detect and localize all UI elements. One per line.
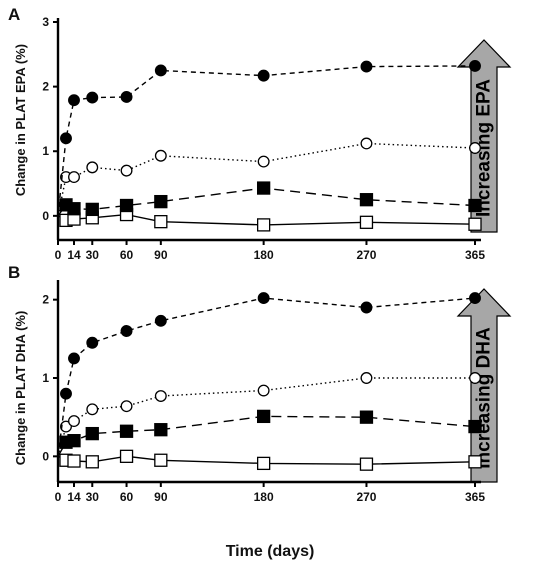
data-point-filled-circle: [86, 336, 99, 349]
data-point-open-circle: [257, 384, 270, 397]
panel-a: A Change in PLAT EPA (%) Increasing EPA …: [8, 5, 512, 262]
y-tick-label: 2: [42, 293, 49, 307]
data-point-open-circle: [86, 403, 99, 416]
data-point-filled-circle: [120, 91, 133, 103]
y-tick-label: 2: [42, 80, 49, 94]
data-point-open-square: [256, 456, 271, 471]
y-axis-label-b: Change in PLAT DHA (%): [13, 311, 28, 466]
data-point-filled-square: [85, 202, 99, 217]
data-point-filled-square: [67, 202, 81, 216]
x-tick-label: 14: [67, 248, 81, 262]
data-point-open-circle: [469, 142, 481, 154]
data-point-filled-circle: [360, 301, 373, 314]
y-tick-label: 1: [42, 371, 49, 385]
data-point-filled-square: [154, 194, 168, 209]
data-point-open-circle: [68, 171, 80, 184]
data-point-open-circle: [360, 137, 373, 150]
y-tick-label: 3: [42, 15, 49, 29]
y-tick-label: 1: [42, 144, 49, 158]
data-point-filled-square: [119, 424, 134, 438]
data-point-filled-square: [256, 409, 271, 424]
data-point-filled-circle: [257, 292, 270, 305]
data-point-open-circle: [257, 155, 270, 168]
data-point-open-square: [359, 457, 374, 471]
data-point-filled-circle: [68, 352, 80, 365]
data-point-open-circle: [154, 390, 167, 402]
data-point-filled-square: [256, 181, 271, 195]
data-point-open-square: [119, 449, 134, 463]
data-point-open-square: [468, 455, 482, 469]
plot-area-b: 0 1 2 0 14 30 60 90 180 270 365: [42, 280, 485, 504]
x-axis-title: Time (days): [226, 543, 315, 560]
data-point-filled-circle: [469, 292, 481, 305]
data-point-filled-circle: [154, 314, 167, 327]
data-point-open-square: [85, 455, 99, 469]
arrow-label-b: Increasing DHA: [474, 327, 495, 469]
x-tick-label: 30: [86, 490, 100, 504]
data-point-filled-circle: [86, 91, 99, 104]
arrow-label-a: Increasing EPA: [474, 79, 495, 217]
data-point-filled-circle: [257, 69, 270, 82]
series-line-filled-circle: [57, 65, 476, 216]
data-point-filled-circle: [68, 94, 80, 107]
data-point-open-circle: [469, 372, 481, 384]
data-point-filled-square: [359, 193, 374, 207]
data-point-filled-circle: [120, 325, 133, 337]
x-tick-label: 90: [154, 248, 168, 262]
arrow-shape-b: [456, 288, 512, 483]
data-point-filled-circle: [469, 59, 481, 72]
x-tick-label: 365: [465, 490, 485, 504]
data-point-open-square: [154, 453, 168, 467]
data-point-filled-square: [468, 198, 482, 213]
trend-arrow-a: Increasing EPA: [456, 39, 512, 233]
data-point-open-circle: [68, 415, 80, 428]
x-tick-label: 60: [120, 490, 134, 504]
data-point-filled-square: [468, 419, 482, 434]
x-tick-label: 0: [55, 490, 62, 504]
y-tick-label: 0: [42, 449, 49, 463]
data-point-filled-circle: [60, 132, 72, 145]
data-point-filled-circle: [360, 60, 373, 73]
data-point-open-circle: [154, 149, 167, 162]
x-tick-label: 180: [254, 490, 274, 504]
panel-label-b: B: [8, 263, 20, 282]
x-tick-label: 365: [465, 248, 485, 262]
data-point-open-circle: [120, 400, 133, 413]
data-point-open-square: [359, 215, 374, 229]
data-point-open-square: [154, 215, 168, 229]
data-point-filled-square: [67, 434, 81, 448]
panel-label-a: A: [8, 5, 20, 24]
x-tick-label: 0: [55, 248, 62, 262]
x-tick-label: 270: [356, 248, 376, 262]
trend-arrow-b: Increasing DHA: [456, 288, 512, 483]
data-point-open-square: [256, 218, 271, 232]
panel-b: B Change in PLAT DHA (%) Increasing DHA …: [8, 263, 512, 504]
data-point-filled-circle: [60, 387, 72, 400]
data-point-filled-square: [85, 426, 99, 441]
y-axis-label-a: Change in PLAT EPA (%): [13, 44, 28, 196]
data-point-open-circle: [86, 161, 99, 174]
data-point-open-circle: [60, 420, 72, 433]
x-tick-label: 14: [67, 490, 81, 504]
x-tick-label: 60: [120, 248, 134, 262]
series-line-filled-circle: [57, 297, 476, 457]
data-point-filled-square: [154, 423, 168, 437]
data-point-filled-square: [359, 410, 374, 424]
x-tick-label: 270: [356, 490, 376, 504]
data-point-open-square: [67, 454, 81, 468]
data-point-open-circle: [360, 372, 373, 384]
data-point-open-circle: [120, 164, 133, 177]
x-tick-label: 90: [154, 490, 168, 504]
data-point-open-square: [468, 217, 482, 231]
data-point-filled-circle: [154, 64, 167, 77]
y-tick-label: 0: [42, 209, 49, 223]
x-tick-label: 180: [254, 248, 274, 262]
x-tick-label: 30: [86, 248, 100, 262]
data-point-filled-square: [119, 198, 134, 213]
